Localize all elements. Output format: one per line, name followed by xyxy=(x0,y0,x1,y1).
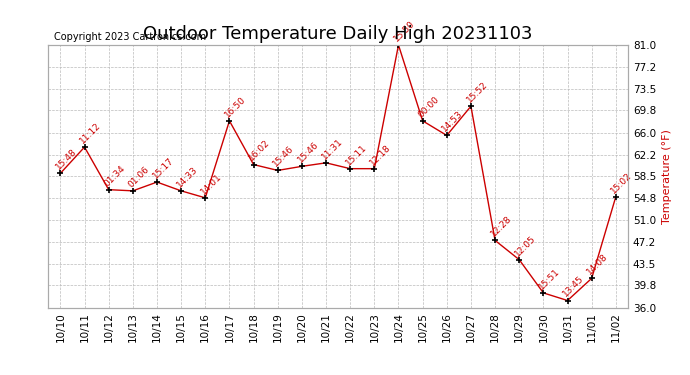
Text: 15:52: 15:52 xyxy=(464,80,489,105)
Text: 01:34: 01:34 xyxy=(102,164,127,188)
Text: Copyright 2023 Cartronics.com: Copyright 2023 Cartronics.com xyxy=(54,32,206,42)
Text: 15:51: 15:51 xyxy=(537,267,562,291)
Text: 12:05: 12:05 xyxy=(513,233,538,258)
Text: 16:02: 16:02 xyxy=(247,138,272,163)
Text: 15:50: 15:50 xyxy=(392,19,417,43)
Text: 14:08: 14:08 xyxy=(585,252,610,277)
Text: 15:46: 15:46 xyxy=(295,140,320,165)
Text: 11:12: 11:12 xyxy=(78,121,103,146)
Text: 12:18: 12:18 xyxy=(368,142,393,167)
Text: 15:02: 15:02 xyxy=(609,170,634,195)
Text: 11:31: 11:31 xyxy=(319,136,344,161)
Text: 16:50: 16:50 xyxy=(223,94,248,119)
Text: 14:33: 14:33 xyxy=(175,165,199,189)
Text: 12:28: 12:28 xyxy=(489,214,513,238)
Text: 14:01: 14:01 xyxy=(199,171,224,196)
Text: 14:53: 14:53 xyxy=(440,109,465,134)
Text: 15:46: 15:46 xyxy=(271,144,296,169)
Text: 15:48: 15:48 xyxy=(54,147,79,172)
Text: 13:45: 13:45 xyxy=(561,274,586,299)
Text: 15:11: 15:11 xyxy=(344,142,368,167)
Text: 01:06: 01:06 xyxy=(126,164,151,189)
Y-axis label: Temperature (°F): Temperature (°F) xyxy=(662,129,671,224)
Text: 15:17: 15:17 xyxy=(150,156,175,180)
Title: Outdoor Temperature Daily High 20231103: Outdoor Temperature Daily High 20231103 xyxy=(144,26,533,44)
Text: 00:00: 00:00 xyxy=(416,94,441,119)
